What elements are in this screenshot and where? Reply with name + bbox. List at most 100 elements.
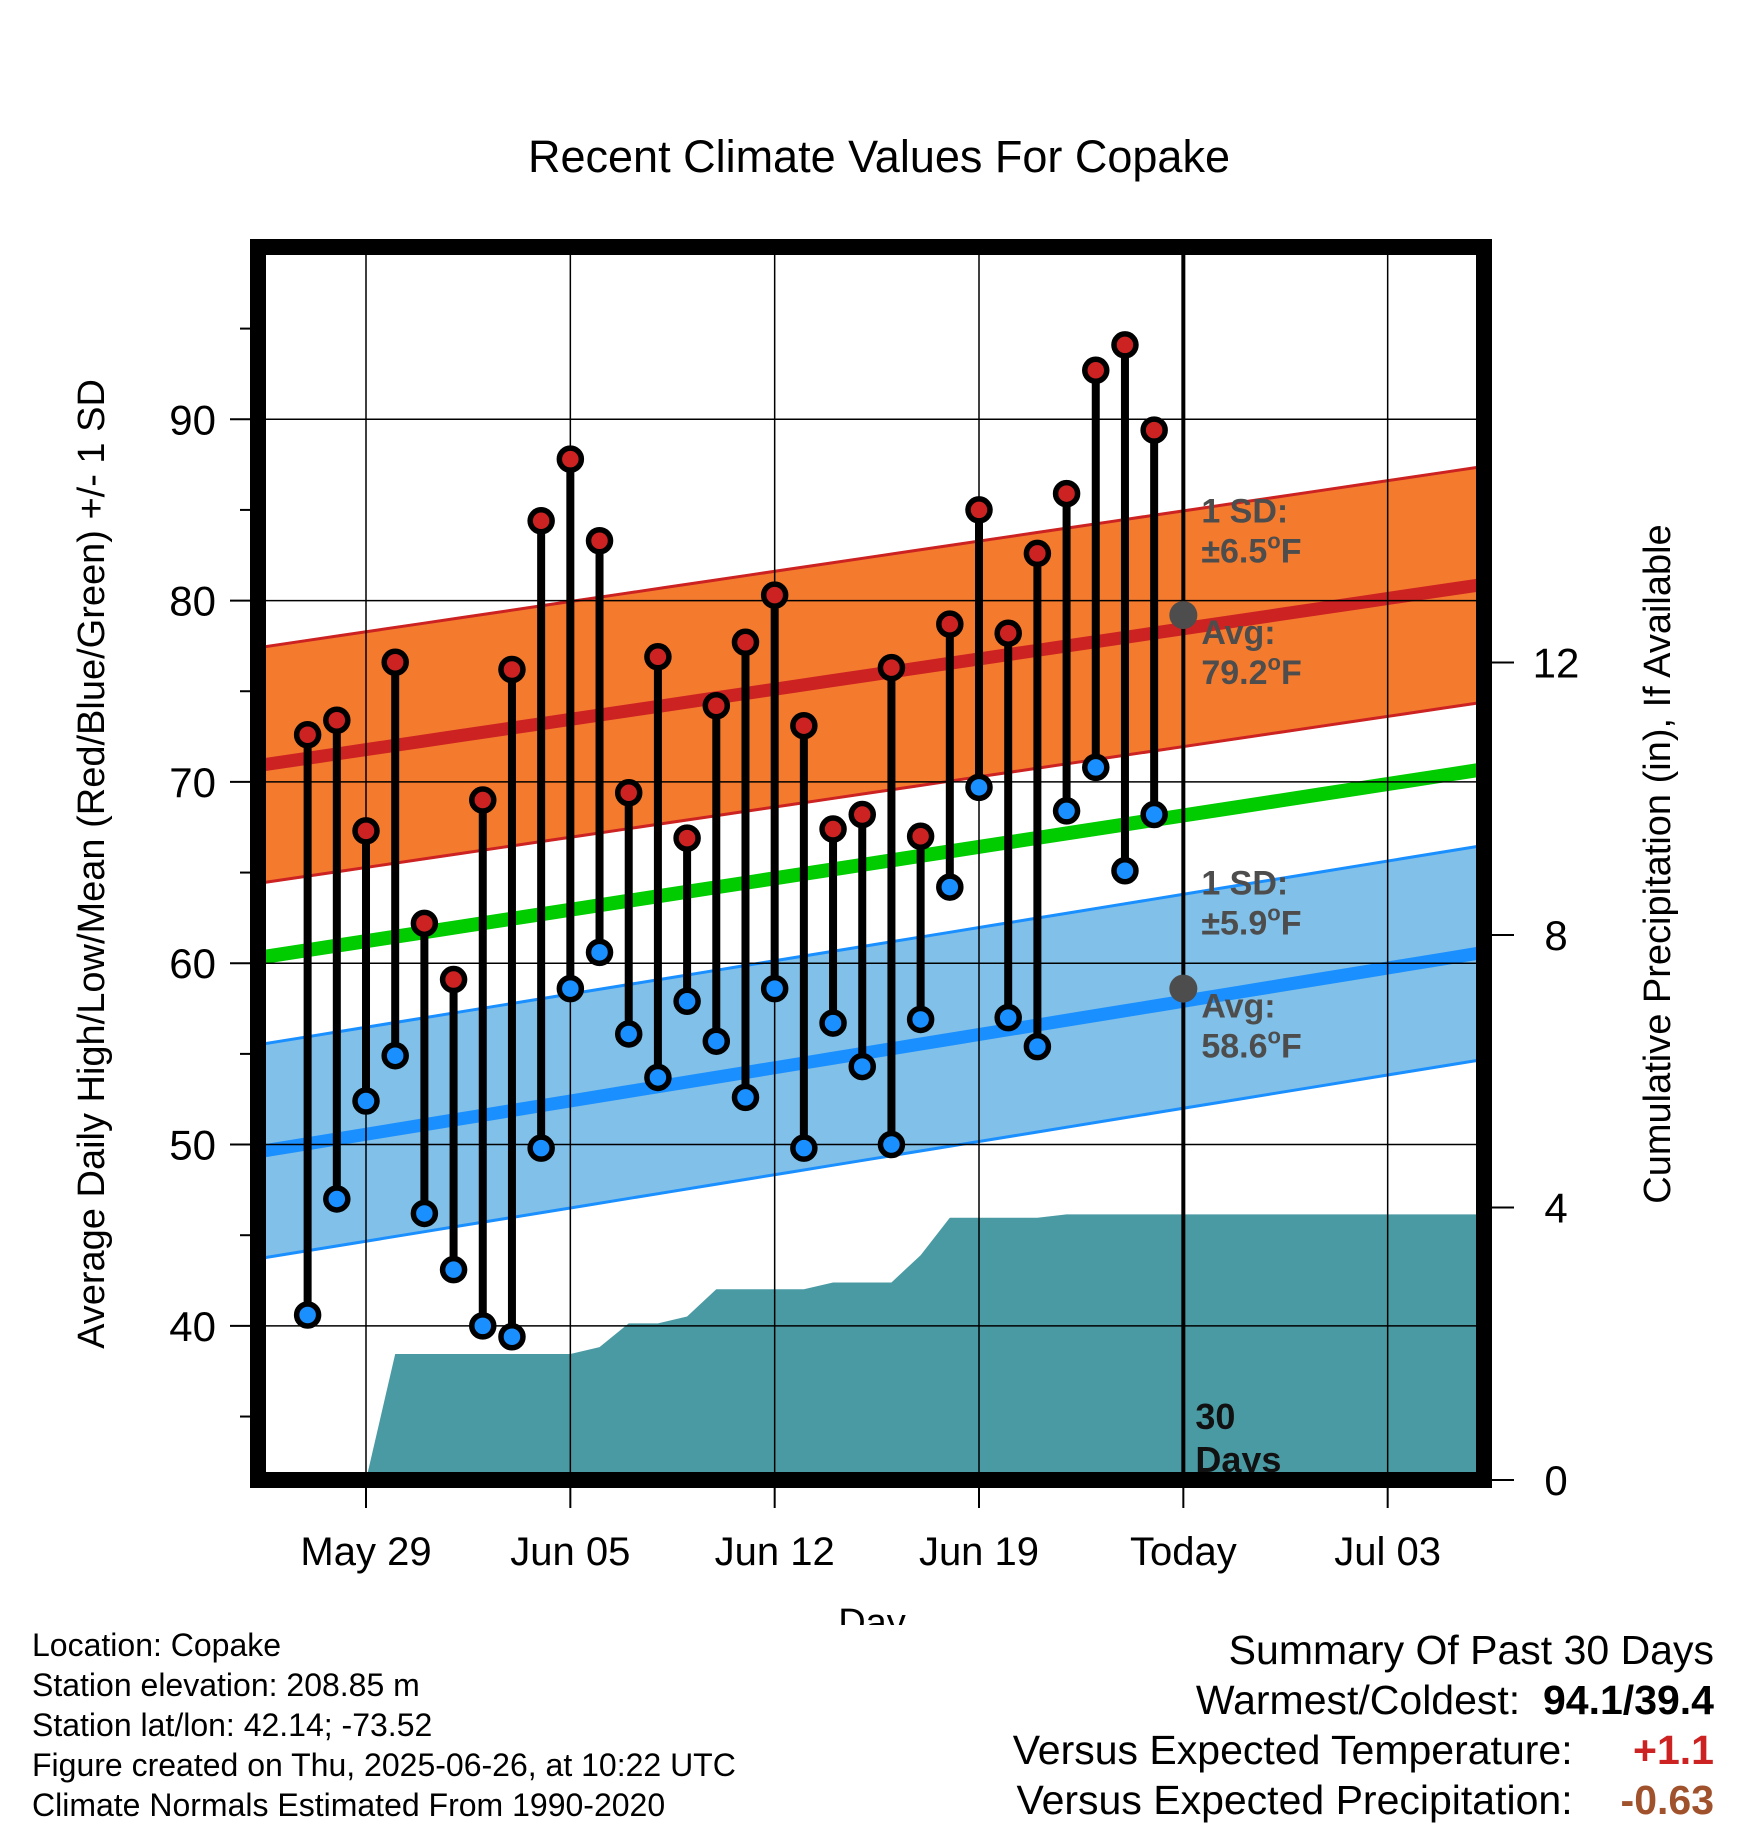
temp-departure-row: Versus Expected Temperature: +1.1: [1013, 1725, 1714, 1775]
elevation-text: Station elevation: 208.85 m: [32, 1667, 420, 1703]
daily-high-point: [381, 648, 409, 676]
annotation-line2: 58.6oF: [1201, 1024, 1301, 1066]
daily-low-point: [790, 1134, 818, 1162]
daily-low-point: [381, 1041, 409, 1070]
daily-low-point: [498, 1323, 526, 1351]
daily-low-point: [556, 974, 585, 1003]
daily-high-point: [439, 965, 468, 994]
daily-high-point: [556, 445, 585, 473]
y-tick-label: 40: [169, 1303, 216, 1350]
summary-title: Summary Of Past 30 Days: [1228, 1627, 1714, 1673]
high-band-lower-edge: [258, 700, 1484, 885]
daily-high-point: [760, 581, 789, 609]
summary-panel: Summary Of Past 30 Days Warmest/Coldest:…: [1013, 1625, 1714, 1825]
x-tick-label: Jun 05: [510, 1530, 630, 1574]
y2-tick-label: 0: [1544, 1457, 1567, 1504]
low-band-upper-edge: [258, 843, 1484, 1047]
daily-low-point: [936, 873, 964, 901]
y-tick-label: 60: [169, 940, 216, 987]
annotation-line1: Avg:: [1201, 988, 1275, 1026]
plot-frame: [250, 239, 1492, 1488]
x-tick-label: Today: [1130, 1530, 1237, 1574]
daily-low-point: [994, 1003, 1022, 1032]
daily-low-point: [352, 1087, 380, 1115]
today-normal-marker: [1169, 974, 1198, 1003]
daily-low-point: [1052, 797, 1081, 825]
warmest-coldest-value: 94.1/39.4: [1543, 1677, 1714, 1723]
daily-high-point: [702, 691, 731, 720]
daily-low-point: [731, 1083, 760, 1112]
daily-high-point: [293, 721, 322, 749]
daily-high-point: [323, 706, 351, 735]
daily-low-point: [1023, 1032, 1052, 1061]
daily-high-point: [644, 643, 672, 671]
daily-high-point: [498, 655, 526, 684]
annotation-line1: 1 SD:: [1201, 864, 1288, 902]
daily-high-point: [936, 610, 964, 638]
daily-high-point: [352, 817, 380, 845]
y-tick-label: 90: [169, 396, 216, 443]
today-normal-marker: [1169, 601, 1198, 630]
daily-high-point: [585, 526, 614, 555]
daily-low-point: [614, 1020, 643, 1048]
daily-low-point: [323, 1185, 351, 1213]
x-axis-label: Day: [838, 1602, 906, 1625]
x-tick-label: Jun 19: [919, 1530, 1039, 1574]
daily-low-point: [585, 938, 614, 967]
daily-high-point: [527, 507, 555, 535]
annotation-line1: 1 SD:: [1201, 493, 1288, 531]
y-tick-label: 70: [169, 759, 216, 806]
daily-low-point: [1140, 800, 1168, 829]
daily-high-point: [877, 653, 906, 682]
climate-chart: Recent Climate Values For Copake 1 SD:±6…: [71, 131, 1679, 1625]
low-band-lower-edge: [258, 1057, 1484, 1261]
daily-low-point: [673, 987, 701, 1016]
daily-high-point: [614, 779, 643, 807]
y-tick-label: 80: [169, 578, 216, 625]
daily-high-point: [819, 815, 847, 843]
created-text: Figure created on Thu, 2025-06-26, at 10…: [32, 1747, 736, 1783]
daily-low-point: [1082, 753, 1110, 782]
daily-low-point: [702, 1027, 731, 1055]
precip-departure-value: -0.63: [1620, 1777, 1714, 1823]
daily-high-point: [994, 619, 1022, 647]
daily-low-point: [469, 1312, 497, 1340]
precip-area: [330, 1214, 1484, 1480]
daily-high-point: [906, 822, 935, 851]
x-tick-label: May 29: [300, 1530, 431, 1574]
normal-low-line: [258, 945, 1484, 1159]
daily-high-point: [790, 711, 818, 740]
daily-low-point: [906, 1005, 935, 1034]
x-tick-label: Jul 03: [1334, 1530, 1441, 1574]
daily-low-point: [1111, 857, 1139, 885]
daily-high-point: [673, 824, 701, 852]
daily-low-point: [527, 1134, 555, 1162]
daily-high-point: [731, 628, 760, 657]
daily-high-point: [1111, 331, 1139, 359]
precip-departure-label: Versus Expected Precipitation:: [1016, 1777, 1573, 1823]
daily-low-point: [410, 1199, 439, 1228]
chart-title: Recent Climate Values For Copake: [528, 131, 1230, 182]
annotation-line1: Avg:: [1201, 614, 1275, 652]
daily-low-point: [819, 1009, 847, 1037]
daily-high-point: [965, 496, 993, 524]
daily-high-point: [1023, 539, 1052, 568]
high-band-upper-edge: [258, 464, 1484, 650]
normal-high-line: [258, 577, 1484, 773]
annotation-line2: ±5.9oF: [1201, 900, 1301, 942]
daily-high-point: [1082, 356, 1110, 385]
y-tick-label: 50: [169, 1122, 216, 1169]
precip-departure-row: Versus Expected Precipitation: -0.63: [1013, 1775, 1715, 1825]
daily-high-point: [1140, 416, 1168, 444]
temp-departure-value: +1.1: [1633, 1727, 1714, 1773]
y2-tick-label: 12: [1533, 640, 1580, 687]
daily-low-point: [760, 974, 789, 1003]
y2-axis-label: Cumulative Precipitation (in), If Availa…: [1637, 524, 1679, 1203]
y2-tick-label: 4: [1544, 1185, 1567, 1232]
annotation-line2: 79.2oF: [1201, 650, 1301, 692]
daily-low-point: [293, 1301, 322, 1329]
days-label-number: 30: [1195, 1396, 1235, 1437]
daily-high-point: [410, 909, 439, 938]
warmest-coldest-label: Warmest/Coldest:: [1195, 1677, 1521, 1723]
